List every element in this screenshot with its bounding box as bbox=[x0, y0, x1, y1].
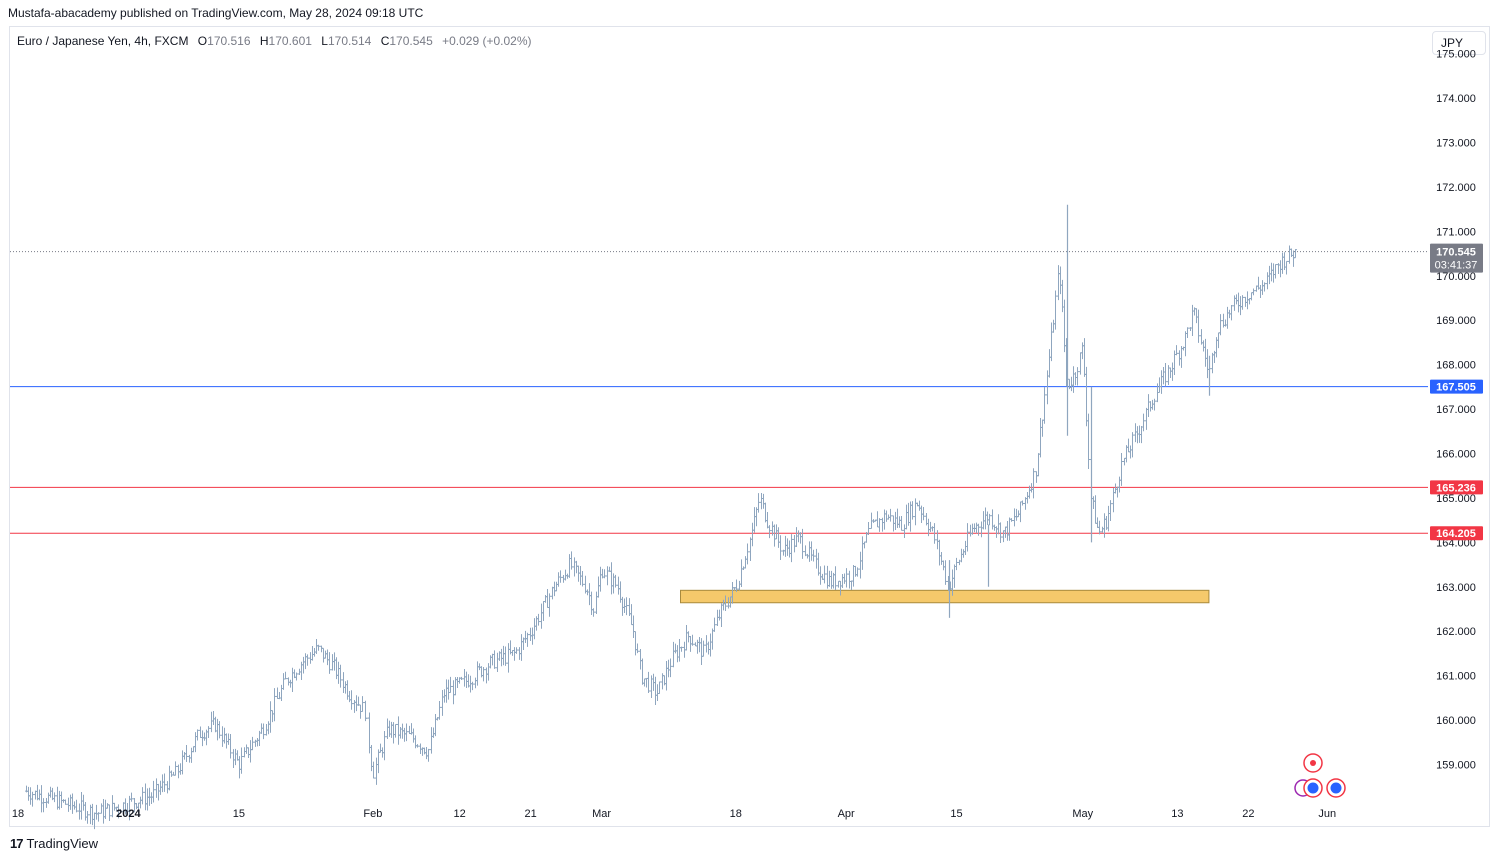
high-value: 170.601 bbox=[268, 34, 312, 48]
close-value: 170.545 bbox=[389, 34, 433, 48]
high-label: H bbox=[259, 34, 269, 48]
time-tick-label: Jun bbox=[1318, 808, 1336, 820]
footer-brand[interactable]: 17 TradingView bbox=[10, 836, 98, 851]
price-tick-label: 161.000 bbox=[1436, 671, 1476, 683]
tradingview-logo-icon: 17 bbox=[10, 836, 24, 851]
price-axis[interactable]: 159.000 160.000 161.000 162.000 163.000 164.0… bbox=[1436, 49, 1476, 772]
time-tick-label: 22 bbox=[1242, 808, 1254, 820]
time-tick-label: 13 bbox=[1171, 808, 1183, 820]
time-tick-label: 12 bbox=[454, 808, 466, 820]
support-blue-price-tag[interactable] bbox=[1430, 379, 1483, 394]
bar-countdown-text: 03:41:37 bbox=[1435, 260, 1478, 272]
ohlc-header: Euro / Japanese Yen, 4h, FXCM O170.516 H… bbox=[17, 34, 532, 48]
symbol-title[interactable]: Euro / Japanese Yen, 4h, FXCM bbox=[17, 34, 189, 48]
price-tick-label: 166.000 bbox=[1436, 448, 1476, 460]
support-blue-price-tag-text: 167.505 bbox=[1436, 382, 1476, 394]
time-tick-label: 15 bbox=[233, 808, 245, 820]
time-tick-label: 2024 bbox=[116, 808, 141, 820]
support-zone-rect[interactable] bbox=[680, 589, 1210, 604]
close-label: C bbox=[380, 34, 390, 48]
price-tick-label: 171.000 bbox=[1436, 226, 1476, 238]
time-tick-label: 18 bbox=[12, 808, 24, 820]
price-tick-label: 160.000 bbox=[1436, 715, 1476, 727]
last-price-tag[interactable] bbox=[1430, 243, 1483, 273]
time-tick-label: 18 bbox=[730, 808, 742, 820]
open-label: O bbox=[197, 34, 208, 48]
horizontal-lines-layer bbox=[10, 251, 1428, 534]
price-tick-label: 174.000 bbox=[1436, 93, 1476, 105]
price-tick-label: 162.000 bbox=[1436, 626, 1476, 638]
currency-selector[interactable]: JPY bbox=[1432, 31, 1486, 55]
chart-frame[interactable] bbox=[9, 26, 1490, 827]
price-tick-label: 170.000 bbox=[1436, 271, 1476, 283]
zone-layer bbox=[680, 589, 1210, 604]
publish-line: Mustafa-abacademy published on TradingVi… bbox=[8, 6, 424, 20]
open-value: 170.516 bbox=[207, 34, 251, 48]
low-value: 170.514 bbox=[327, 34, 372, 48]
footer-brand-name: TradingView bbox=[26, 836, 99, 851]
time-tick-label: 15 bbox=[950, 808, 962, 820]
time-tick-label: Apr bbox=[838, 808, 855, 820]
change-value: +0.029 (+0.02%) bbox=[442, 34, 532, 48]
resistance-red-lower-price-tag[interactable] bbox=[1430, 526, 1483, 541]
event-marker-flag2-inner-icon bbox=[1330, 782, 1342, 794]
low-label: L bbox=[321, 34, 328, 48]
price-tick-label: 164.000 bbox=[1436, 537, 1476, 549]
event-markers[interactable] bbox=[1294, 753, 1346, 798]
price-tick-label: 169.000 bbox=[1436, 315, 1476, 327]
price-tick-label: 165.000 bbox=[1436, 493, 1476, 505]
price-tick-label: 167.000 bbox=[1436, 404, 1476, 416]
time-tick-label: Mar bbox=[592, 808, 611, 820]
time-tick-label: Feb bbox=[363, 808, 382, 820]
event-marker-red-dot-icon bbox=[1310, 760, 1316, 766]
ohlc-bars-layer bbox=[25, 204, 1297, 830]
price-tick-label: 168.000 bbox=[1436, 360, 1476, 372]
resistance-red-upper-price-tag[interactable] bbox=[1430, 480, 1483, 495]
time-tick-label: 21 bbox=[525, 808, 537, 820]
price-tick-label: 159.000 bbox=[1436, 759, 1476, 771]
price-tick-label: 163.000 bbox=[1436, 582, 1476, 594]
price-tick-label: 173.000 bbox=[1436, 138, 1476, 150]
price-tick-label: 175.000 bbox=[1436, 49, 1476, 61]
time-tick-label: May bbox=[1072, 808, 1093, 820]
price-tick-label: 172.000 bbox=[1436, 182, 1476, 194]
last-price-tag-text: 170.545 bbox=[1436, 247, 1476, 259]
resistance-red-lower-price-tag-text: 164.205 bbox=[1436, 528, 1476, 540]
event-marker-flag-inner-icon bbox=[1307, 782, 1319, 794]
time-axis[interactable]: 18 2024 15 Feb 12 21 Mar 18 Apr 15 May 13 22 Jun bbox=[12, 808, 1336, 820]
resistance-red-upper-price-tag-text: 165.236 bbox=[1436, 482, 1476, 494]
